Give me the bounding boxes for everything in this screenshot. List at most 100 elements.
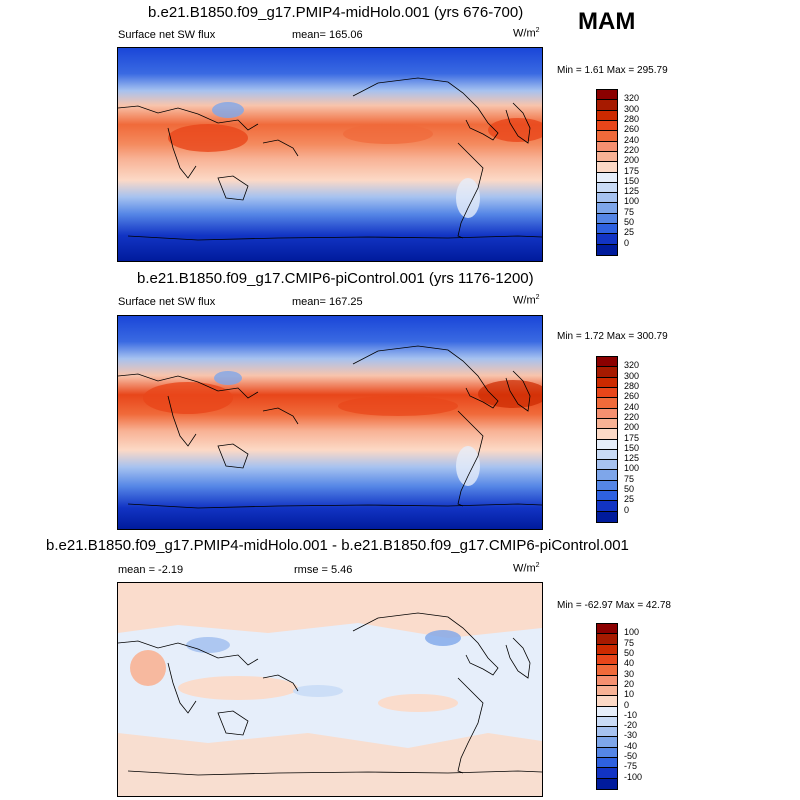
panel-2-field-label: Surface net SW flux	[118, 296, 216, 308]
colorbar-swatch	[597, 706, 617, 717]
colorbar-swatch	[597, 644, 617, 655]
colorbar-swatch	[597, 100, 617, 111]
colorbar-tick-label: 300	[624, 370, 640, 381]
colorbar-swatch	[597, 213, 617, 225]
panel-3-minmax: Min = -62.97 Max = 42.78	[557, 600, 671, 611]
colorbar-swatch	[597, 491, 617, 502]
colorbar-tick-label: 175	[624, 165, 640, 176]
colorbar-swatch	[597, 162, 617, 173]
colorbar-swatch	[597, 511, 617, 522]
colorbar-tick-label: 125	[624, 186, 640, 197]
panel-3-colorbar	[596, 623, 618, 790]
colorbar-swatch	[597, 449, 617, 461]
colorbar-tick-label: 100	[624, 463, 640, 474]
colorbar-tick-label: 200	[624, 155, 640, 166]
colorbar-swatch	[597, 501, 617, 512]
colorbar-tick-label: 150	[624, 442, 640, 453]
colorbar-swatch	[597, 480, 617, 492]
colorbar-tick-label: 260	[624, 124, 640, 135]
colorbar-swatch	[597, 685, 617, 697]
colorbar-swatch	[597, 90, 617, 101]
colorbar-swatch	[597, 716, 617, 728]
colorbar-swatch	[597, 387, 617, 399]
panel-3-rmse: rmse = 5.46	[294, 564, 353, 576]
colorbar-swatch	[597, 665, 617, 676]
colorbar-tick-label: 150	[624, 175, 640, 186]
colorbar-swatch	[597, 377, 617, 388]
colorbar-tick-label: 320	[624, 360, 640, 371]
colorbar-tick-label: 50	[624, 484, 635, 495]
panel-1-field-label: Surface net SW flux	[118, 29, 216, 41]
panel-3-map	[117, 582, 543, 797]
colorbar-tick-label: 0	[624, 237, 630, 248]
colorbar-tick-label: 0	[624, 699, 630, 710]
colorbar-tick-label: 320	[624, 93, 640, 104]
colorbar-swatch	[597, 758, 617, 769]
colorbar-swatch	[597, 193, 617, 204]
colorbar-tick-label: -75	[624, 761, 638, 772]
colorbar-swatch	[597, 778, 617, 789]
panel-2-title: b.e21.B1850.f09_g17.CMIP6-piControl.001 …	[137, 270, 534, 287]
colorbar-tick-label: 260	[624, 391, 640, 402]
colorbar-swatch	[597, 470, 617, 481]
panel-2-mean: mean= 167.25	[292, 296, 363, 308]
panel-2-colorbar	[596, 356, 618, 523]
colorbar-swatch	[597, 131, 617, 142]
colorbar-swatch	[597, 439, 617, 450]
panel-1-title: b.e21.B1850.f09_g17.PMIP4-midHolo.001 (y…	[148, 4, 524, 21]
colorbar-tick-label: 240	[624, 134, 640, 145]
colorbar-swatch	[597, 727, 617, 738]
colorbar-tick-label: 25	[624, 227, 635, 238]
colorbar-tick-label: 175	[624, 432, 640, 443]
colorbar-swatch	[597, 624, 617, 635]
colorbar-tick-label: 40	[624, 658, 635, 669]
colorbar-swatch	[597, 172, 617, 183]
panel-3-title: b.e21.B1850.f09_g17.PMIP4-midHolo.001 - …	[46, 537, 629, 554]
colorbar-tick-label: 220	[624, 144, 640, 155]
colorbar-tick-label: 75	[624, 473, 635, 484]
colorbar-swatch	[597, 120, 617, 132]
colorbar-tick-label: 0	[624, 504, 630, 515]
colorbar-swatch	[597, 357, 617, 368]
colorbar-swatch	[597, 768, 617, 779]
colorbar-swatch	[597, 110, 617, 121]
colorbar-tick-label: 300	[624, 103, 640, 114]
colorbar-swatch	[597, 675, 617, 686]
colorbar-tick-label: -100	[624, 771, 643, 782]
panel-3-mean: mean = -2.19	[118, 564, 184, 576]
colorbar-swatch	[597, 244, 617, 255]
colorbar-tick-label: -20	[624, 720, 638, 731]
colorbar-tick-label: -30	[624, 730, 638, 741]
panel-1-colorbar	[596, 89, 618, 256]
colorbar-swatch	[597, 203, 617, 214]
colorbar-swatch	[597, 182, 617, 194]
colorbar-tick-label: 100	[624, 196, 640, 207]
panel-1-units: W/m2	[513, 27, 540, 40]
colorbar-swatch	[597, 747, 617, 759]
season-label: MAM	[578, 8, 636, 35]
colorbar-tick-label: 25	[624, 494, 635, 505]
colorbar-tick-label: 200	[624, 422, 640, 433]
colorbar-tick-label: 240	[624, 401, 640, 412]
colorbar-tick-label: 100	[624, 627, 640, 638]
colorbar-swatch	[597, 367, 617, 378]
panel-2-units: W/m2	[513, 294, 540, 307]
colorbar-swatch	[597, 634, 617, 645]
colorbar-swatch	[597, 654, 617, 666]
colorbar-tick-label: 220	[624, 411, 640, 422]
panel-2-minmax: Min = 1.72 Max = 300.79	[557, 331, 668, 342]
colorbar-tick-label: -50	[624, 751, 638, 762]
colorbar-tick-label: 75	[624, 206, 635, 217]
panel-3-units: W/m2	[513, 562, 540, 575]
colorbar-swatch	[597, 224, 617, 235]
colorbar-tick-label: -10	[624, 709, 638, 720]
colorbar-swatch	[597, 141, 617, 152]
colorbar-tick-label: -40	[624, 740, 638, 751]
colorbar-swatch	[597, 151, 617, 163]
colorbar-swatch	[597, 429, 617, 440]
colorbar-tick-label: 280	[624, 113, 640, 124]
panel-1-minmax: Min = 1.61 Max = 295.79	[557, 65, 668, 76]
colorbar-tick-label: 125	[624, 453, 640, 464]
colorbar-tick-label: 20	[624, 678, 635, 689]
colorbar-swatch	[597, 408, 617, 419]
